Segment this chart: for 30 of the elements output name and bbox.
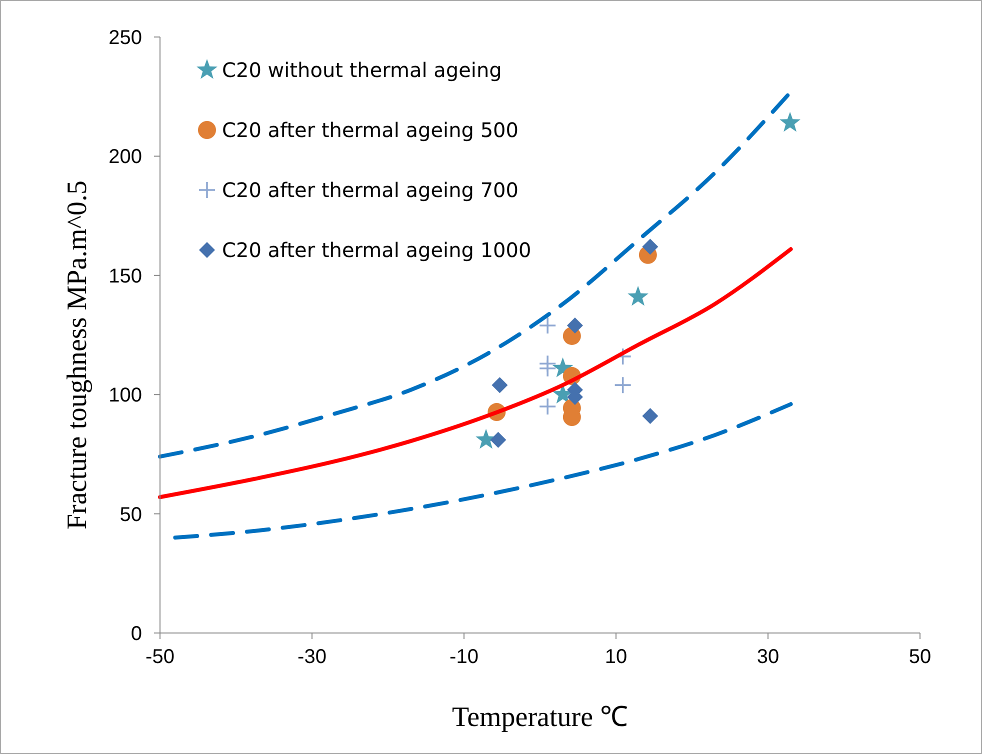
legend-label: C20 after thermal ageing 500: [222, 118, 519, 142]
x-tick-label: 50: [908, 646, 932, 668]
point: [538, 398, 556, 416]
y-tick-label: 50: [120, 504, 142, 526]
line-series: [173, 402, 793, 540]
point: [628, 286, 648, 306]
y-tick-label: 200: [108, 146, 142, 168]
point: [490, 432, 506, 448]
y-axis-title: Fracture toughness MPa.m^0.5: [62, 180, 93, 530]
point: [538, 359, 556, 378]
point: [642, 408, 658, 424]
point: [538, 316, 556, 334]
y-tick-label: 100: [108, 384, 142, 407]
y-tick-label: 0: [130, 623, 142, 645]
x-tick-label: -10: [450, 646, 478, 668]
x-tick-label: -50: [146, 646, 174, 668]
point: [492, 377, 508, 394]
point: [614, 376, 632, 394]
x-tick-label: 30: [756, 646, 780, 668]
legend-label: C20 after thermal ageing 1000: [222, 238, 532, 262]
legend-label: C20 after thermal ageing 700: [222, 178, 519, 202]
legend-label: C20 without thermal ageing: [222, 58, 502, 82]
x-tick-label: 10: [604, 646, 628, 668]
point: [780, 112, 800, 132]
point: [566, 317, 583, 334]
x-axis-title: Temperature ℃: [452, 702, 628, 733]
y-tick-label: 250: [108, 27, 142, 49]
y-tick-label: 150: [108, 265, 142, 288]
point: [642, 238, 658, 255]
x-tick-label: -30: [298, 646, 326, 668]
